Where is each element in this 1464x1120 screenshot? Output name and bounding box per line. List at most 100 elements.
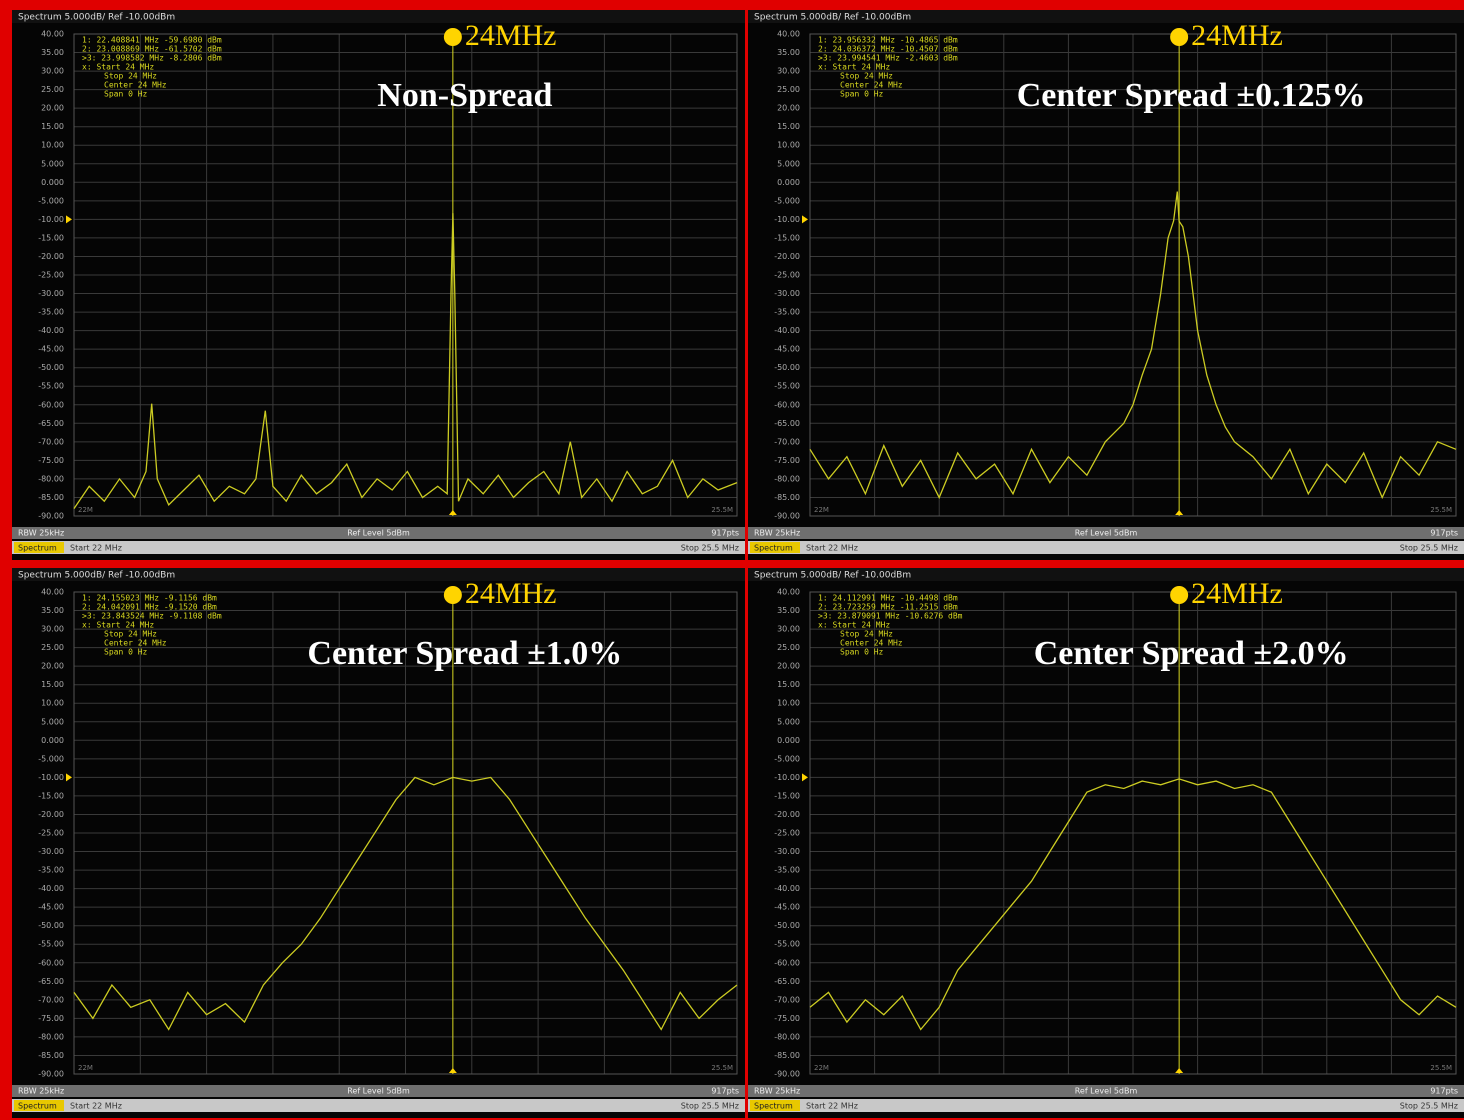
marker-table-row: Span 0 Hz bbox=[104, 90, 148, 99]
annotation-dot bbox=[444, 586, 462, 604]
marker-table-row: 1: 23.956332 MHz -10.4865 dBm bbox=[818, 36, 958, 45]
marker-table-row: >3: 23.879091 MHz -10.6276 dBm bbox=[818, 612, 963, 621]
y-tick-label: -65.00 bbox=[774, 419, 800, 428]
y-tick-label: -85.00 bbox=[38, 1051, 64, 1060]
y-tick-label: 25.00 bbox=[777, 85, 800, 94]
y-tick-label: -20.00 bbox=[38, 252, 64, 261]
y-tick-label: -45.00 bbox=[774, 903, 800, 912]
screen: Spectrum 5.000dB/ Ref -10.00dBm 40.00 35.0… bbox=[0, 0, 1464, 1120]
panel-title: Center Spread ±1.0% bbox=[307, 635, 622, 672]
ref-level: Ref Level 5dBm bbox=[1075, 529, 1138, 538]
y-tick-label: 10.00 bbox=[41, 141, 64, 150]
marker-table-row: 2: 24.042091 MHz -9.1520 dBm bbox=[82, 603, 217, 612]
y-tick-label: -75.00 bbox=[38, 456, 64, 465]
y-tick-label: 35.00 bbox=[777, 606, 800, 615]
spectrum-panel: Spectrum 5.000dB/ Ref -10.00dBm 40.00 35.0… bbox=[748, 568, 1464, 1118]
y-tick-label: -90.00 bbox=[38, 512, 64, 521]
y-tick-label: 5.000 bbox=[777, 159, 800, 168]
y-tick-label: -55.00 bbox=[774, 940, 800, 949]
y-tick-label: -90.00 bbox=[38, 1070, 64, 1079]
x-tick-label: 25.5M bbox=[1430, 1064, 1452, 1072]
marker-table-row: Span 0 Hz bbox=[840, 648, 884, 657]
y-tick-label: -30.00 bbox=[774, 847, 800, 856]
y-tick-label: -80.00 bbox=[774, 1032, 800, 1041]
y-tick-label: -85.00 bbox=[774, 493, 800, 502]
y-tick-label: 30.00 bbox=[41, 625, 64, 634]
y-tick-label: 35.00 bbox=[41, 606, 64, 615]
y-tick-label: -40.00 bbox=[774, 884, 800, 893]
y-tick-label: -5.000 bbox=[38, 754, 64, 763]
marker-table-row: 2: 23.723259 MHz -11.2515 dBm bbox=[818, 603, 958, 612]
ref-level: Ref Level 5dBm bbox=[347, 1087, 410, 1096]
y-tick-label: 25.00 bbox=[41, 85, 64, 94]
marker-table-row: x: Start 24 MHz bbox=[82, 63, 154, 72]
y-tick-label: -70.00 bbox=[774, 437, 800, 446]
y-tick-label: -75.00 bbox=[774, 1014, 800, 1023]
y-tick-label: -25.00 bbox=[38, 829, 64, 838]
y-tick-label: -60.00 bbox=[774, 958, 800, 967]
start-frequency: Start 22 MHz bbox=[806, 1102, 858, 1111]
y-tick-label: 30.00 bbox=[777, 625, 800, 634]
y-tick-label: 40.00 bbox=[777, 30, 800, 39]
tab-label: Spectrum bbox=[18, 544, 57, 553]
marker-table-row: Span 0 Hz bbox=[104, 648, 148, 657]
marker-table-row: 1: 22.408841 MHz -59.6980 dBm bbox=[82, 36, 222, 45]
rbw: RBW 25kHz bbox=[18, 1087, 64, 1096]
marker-table-row: 1: 24.155023 MHz -9.1156 dBm bbox=[82, 594, 217, 603]
y-tick-label: -75.00 bbox=[774, 456, 800, 465]
panel-header: Spectrum 5.000dB/ Ref -10.00dBm bbox=[18, 571, 175, 581]
y-tick-label: -20.00 bbox=[774, 810, 800, 819]
y-tick-label: -25.00 bbox=[774, 829, 800, 838]
marker-table-row: Stop 24 MHz bbox=[840, 72, 893, 81]
rbw: RBW 25kHz bbox=[18, 529, 64, 538]
y-tick-label: 20.00 bbox=[777, 104, 800, 113]
y-tick-label: -80.00 bbox=[38, 1032, 64, 1041]
y-tick-label: -35.00 bbox=[38, 866, 64, 875]
y-tick-label: 40.00 bbox=[777, 588, 800, 597]
y-tick-label: 10.00 bbox=[777, 699, 800, 708]
marker-table-row: 2: 24.036372 MHz -10.4507 dBm bbox=[818, 45, 958, 54]
y-tick-label: -45.00 bbox=[38, 345, 64, 354]
y-tick-label: -40.00 bbox=[774, 326, 800, 335]
y-tick-label: 15.00 bbox=[41, 122, 64, 131]
x-tick-label: 22M bbox=[78, 1064, 93, 1072]
annotation-dot bbox=[444, 28, 462, 46]
points: 917pts bbox=[1430, 1087, 1458, 1096]
y-tick-label: -35.00 bbox=[774, 866, 800, 875]
y-tick-label: -45.00 bbox=[774, 345, 800, 354]
y-tick-label: -30.00 bbox=[38, 847, 64, 856]
spectrum-panel: Spectrum 5.000dB/ Ref -10.00dBm40.0035.0… bbox=[748, 10, 1464, 560]
y-tick-label: 35.00 bbox=[41, 48, 64, 57]
y-tick-label: -20.00 bbox=[774, 252, 800, 261]
y-tick-label: -25.00 bbox=[38, 271, 64, 280]
y-tick-label: -25.00 bbox=[774, 271, 800, 280]
panel-title: Center Spread ±2.0% bbox=[1034, 635, 1349, 672]
y-tick-label: -70.00 bbox=[38, 437, 64, 446]
marker-table-row: Span 0 Hz bbox=[840, 90, 884, 99]
y-tick-label: -15.00 bbox=[774, 791, 800, 800]
page: Spectrum 5.000dB/ Ref -10.00dBm 40.00 35.0… bbox=[0, 0, 1464, 1120]
y-tick-label: -55.00 bbox=[774, 382, 800, 391]
y-tick-label: -30.00 bbox=[774, 289, 800, 298]
y-tick-label: -10.00 bbox=[774, 773, 800, 782]
panel-header: Spectrum 5.000dB/ Ref -10.00dBm bbox=[754, 571, 911, 581]
marker-table-row: >3: 23.994541 MHz -2.4603 dBm bbox=[818, 54, 958, 63]
y-tick-label: -55.00 bbox=[38, 382, 64, 391]
points: 917pts bbox=[711, 1087, 739, 1096]
y-tick-label: -35.00 bbox=[38, 308, 64, 317]
annotation: 24MHz bbox=[465, 19, 557, 52]
y-tick-label: -75.00 bbox=[38, 1014, 64, 1023]
marker-table-row: Center 24 MHz bbox=[840, 639, 903, 648]
x-tick-label: 22M bbox=[814, 506, 829, 514]
annotation: 24MHz bbox=[1191, 577, 1283, 610]
y-tick-label: -70.00 bbox=[774, 995, 800, 1004]
tab-bar bbox=[12, 1099, 745, 1112]
y-tick-label: -90.00 bbox=[774, 512, 800, 521]
marker-table-row: x: Start 24 MHz bbox=[82, 621, 154, 630]
panel-title: Center Spread ±0.125% bbox=[1017, 77, 1366, 114]
y-tick-label: -40.00 bbox=[38, 326, 64, 335]
ref-level: Ref Level 5dBm bbox=[347, 529, 410, 538]
y-tick-label: 25.00 bbox=[41, 643, 64, 652]
y-tick-label: 5.000 bbox=[41, 159, 64, 168]
y-tick-label: 5.000 bbox=[777, 717, 800, 726]
